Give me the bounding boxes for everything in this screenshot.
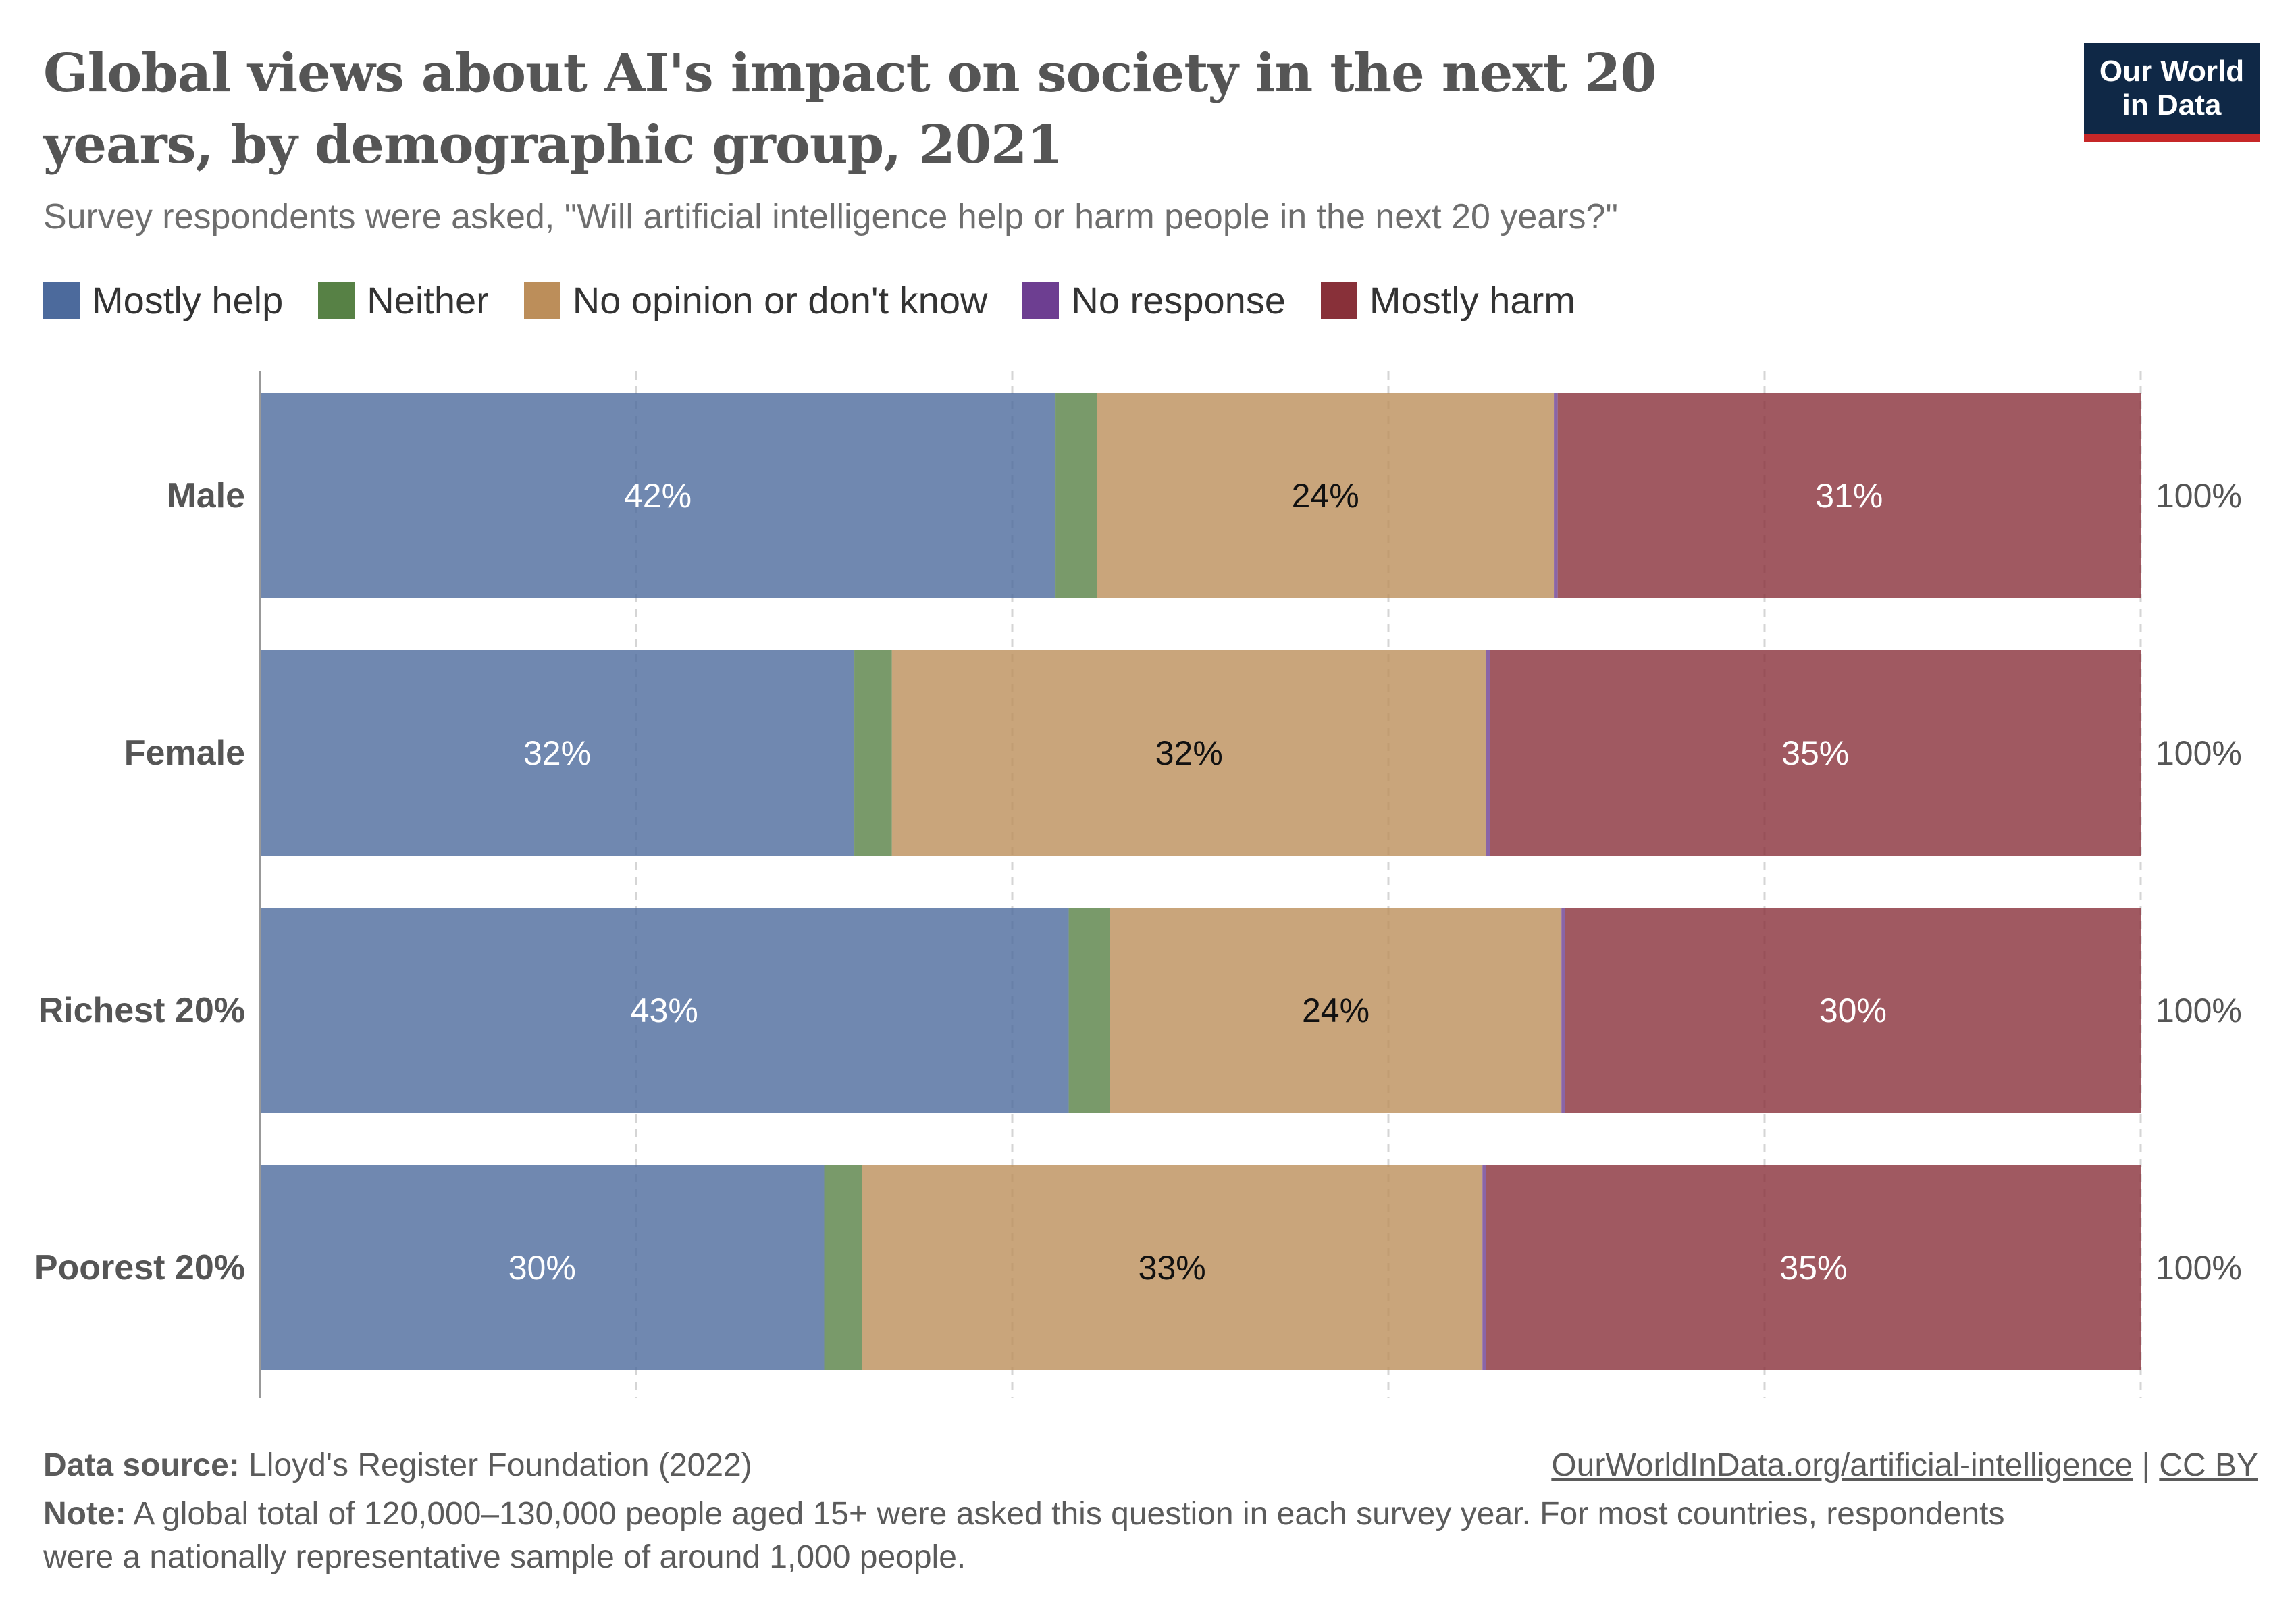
legend-label: Mostly harm <box>1369 279 1575 321</box>
legend-label: Mostly help <box>92 279 284 321</box>
data-label: 24% <box>1302 992 1369 1029</box>
footer-separator: | <box>2141 1447 2150 1483</box>
bar-segment <box>1554 393 1558 598</box>
category-label: Poorest 20% <box>34 1248 245 1287</box>
bar-segment <box>1486 1165 2141 1370</box>
total-label: 100% <box>2156 477 2242 515</box>
legend-item-mostly-harm[interactable]: Mostly harm <box>1320 277 1575 324</box>
bar-segment <box>1486 650 1490 856</box>
data-label: 35% <box>1781 734 1849 772</box>
data-label: 24% <box>1292 477 1359 515</box>
category-label: Male <box>167 476 245 515</box>
category-label: Richest 20% <box>38 991 245 1030</box>
bar-segment <box>1561 908 1565 1113</box>
legend-swatch <box>318 282 355 319</box>
total-label: 100% <box>2156 734 2242 772</box>
legend-swatch <box>43 282 80 319</box>
bar-segment <box>260 393 1056 598</box>
chart-subtitle: Survey respondents were asked, "Will art… <box>43 197 1618 236</box>
stacked-bar-chart: Male 42% 24% 31% 100% Female 32% 32% 35% 100% Rich… <box>34 371 2242 1398</box>
total-label: 100% <box>2156 992 2242 1029</box>
data-label: 30% <box>1819 992 1887 1029</box>
footer-links: OurWorldInData.org/artificial-intelligen… <box>1551 1444 2258 1487</box>
legend-swatch <box>523 282 560 319</box>
footnote: Note: A global total of 120,000–130,000 … <box>43 1493 2069 1579</box>
data-source-text: Lloyd's Register Foundation (2022) <box>249 1447 752 1483</box>
bar-segment <box>260 1165 825 1370</box>
legend-item-no-response[interactable]: No response <box>1022 277 1286 324</box>
data-label: 32% <box>1155 734 1223 772</box>
note-label: Note: <box>43 1496 126 1532</box>
bar-segment <box>260 650 855 856</box>
total-label: 100% <box>2156 1249 2242 1287</box>
chart-title: Global views about AI's impact on societ… <box>43 43 1656 176</box>
data-label: 30% <box>508 1249 576 1287</box>
bar-segment <box>1557 393 2141 598</box>
bar-segment <box>1055 393 1097 598</box>
bar-segment <box>1490 650 2141 856</box>
category-label: Female <box>124 734 245 773</box>
legend-label: Neither <box>367 279 489 321</box>
source-url-link[interactable]: OurWorldInData.org/artificial-intelligen… <box>1551 1447 2133 1483</box>
data-label: 31% <box>1815 477 1883 515</box>
bar-segment <box>1110 908 1562 1113</box>
bar-segment <box>862 1165 1483 1370</box>
legend-swatch <box>1022 282 1060 319</box>
logo-line-1: Our World <box>2099 55 2245 88</box>
legend-label: No response <box>1071 279 1286 321</box>
bar-segment <box>1097 393 1555 598</box>
bar-segment <box>891 650 1486 856</box>
bar-segment <box>854 650 892 856</box>
legend-item-neither[interactable]: Neither <box>318 277 489 324</box>
data-label: 32% <box>523 734 591 772</box>
bar-segment <box>1482 1165 1486 1370</box>
bar-segment <box>260 908 1069 1113</box>
legend-swatch <box>1320 282 1357 319</box>
data-source-label: Data source: <box>43 1447 240 1483</box>
data-source: Data source: Lloyd's Register Foundation… <box>43 1444 752 1487</box>
bar-segment <box>824 1165 862 1370</box>
legend-item-mostly-help[interactable]: Mostly help <box>43 277 283 324</box>
legend-item-no-opinion[interactable]: No opinion or don't know <box>523 277 988 324</box>
data-label: 43% <box>631 992 698 1029</box>
logo-line-2: in Data <box>2122 88 2222 122</box>
data-label: 42% <box>624 477 692 515</box>
owid-logo[interactable]: Our World in Data <box>2084 43 2260 142</box>
legend: Mostly help Neither No opinion or don't … <box>43 277 1611 324</box>
data-label: 35% <box>1779 1249 1847 1287</box>
note-text: A global total of 120,000–130,000 people… <box>43 1496 2005 1575</box>
data-label: 33% <box>1139 1249 1206 1287</box>
legend-label: No opinion or don't know <box>572 279 988 321</box>
bar-segment <box>1565 908 2141 1113</box>
bar-segment <box>1068 908 1110 1113</box>
license-link[interactable]: CC BY <box>2159 1447 2258 1483</box>
